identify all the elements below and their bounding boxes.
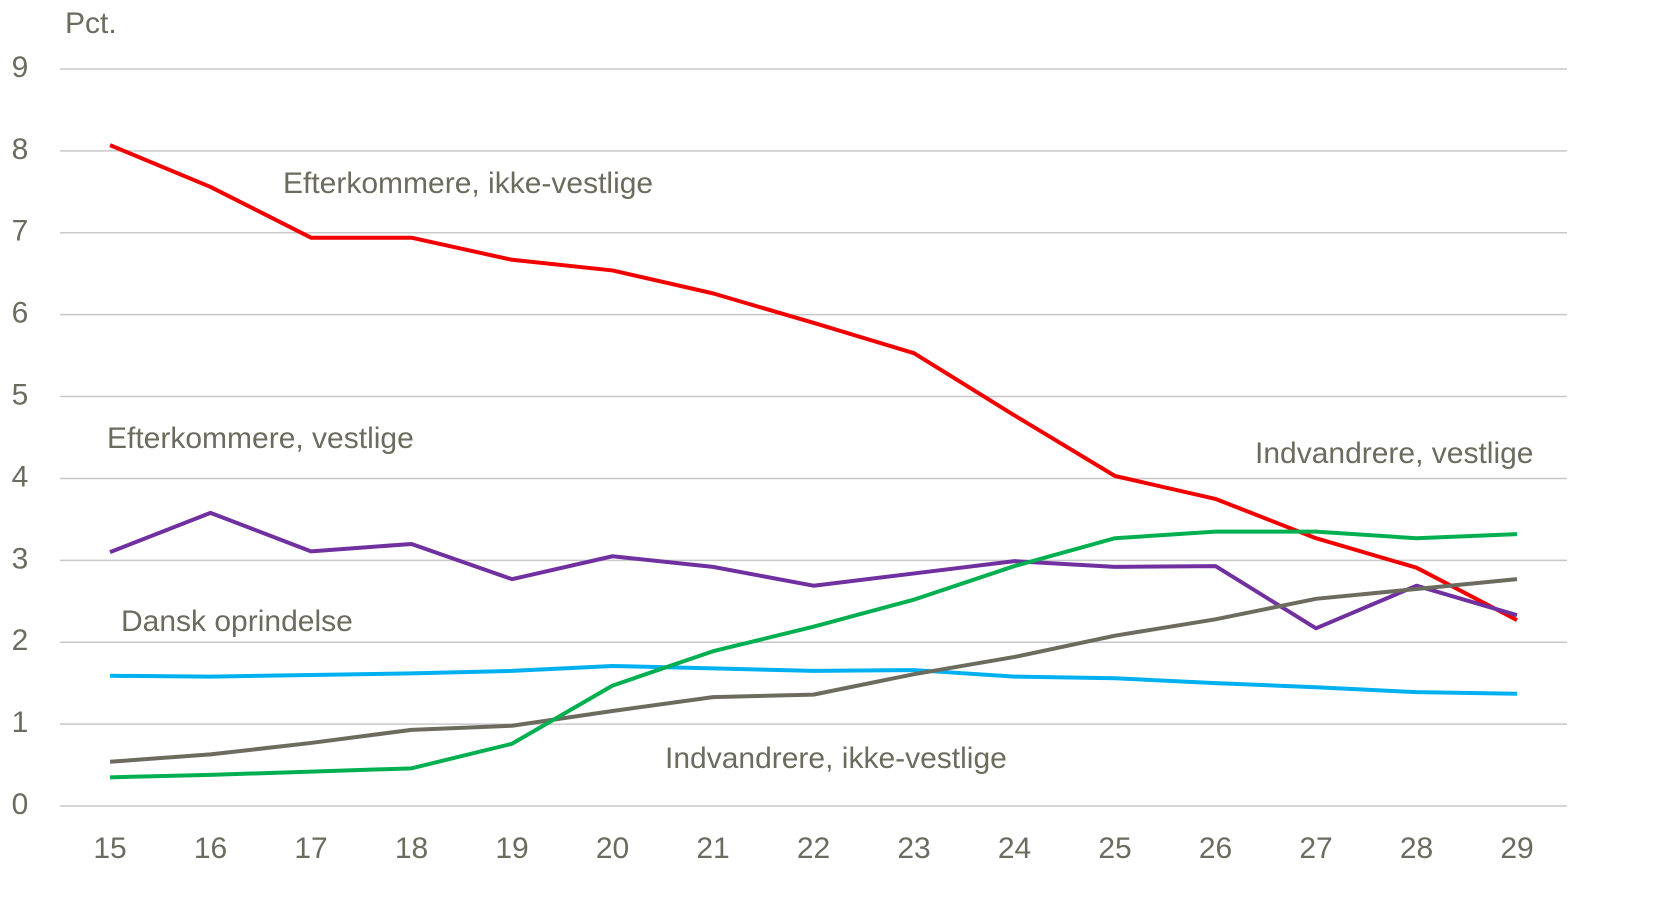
series-line — [109, 663, 1518, 696]
x-tick-label: 25 — [1098, 832, 1131, 865]
series-line — [109, 143, 1518, 622]
x-tick-label: 21 — [696, 832, 729, 865]
y-tick-label: 9 — [12, 51, 29, 84]
x-tick-label: 29 — [1500, 832, 1533, 865]
y-axis-label: Pct. — [65, 7, 117, 40]
x-tick-label: 18 — [395, 832, 428, 865]
series-line — [109, 529, 1518, 780]
y-tick-label: 4 — [12, 460, 29, 493]
y-tick-label: 7 — [12, 215, 29, 248]
series-label: Indvandrere, ikke-vestlige — [665, 742, 1007, 775]
y-tick-label: 0 — [12, 788, 29, 821]
x-tick-label: 17 — [294, 832, 327, 865]
x-tick-label: 23 — [897, 832, 930, 865]
x-tick-label: 28 — [1400, 832, 1433, 865]
y-tick-label: 3 — [12, 542, 29, 575]
series-label: Dansk oprindelse — [121, 605, 353, 638]
x-tick-label: 20 — [596, 832, 629, 865]
series-line — [109, 577, 1518, 764]
x-tick-label: 16 — [194, 832, 227, 865]
x-tick-label: 24 — [998, 832, 1031, 865]
x-tick-label: 15 — [93, 832, 126, 865]
series-label: Indvandrere, vestlige — [1255, 437, 1534, 470]
y-tick-label: 2 — [12, 624, 29, 657]
y-tick-label: 6 — [12, 297, 29, 330]
y-tick-label: 1 — [12, 706, 29, 739]
x-tick-label: 22 — [797, 832, 830, 865]
series-label: Efterkommere, vestlige — [107, 422, 414, 455]
x-tick-label: 19 — [495, 832, 528, 865]
y-tick-label: 8 — [12, 133, 29, 166]
x-tick-label: 26 — [1199, 832, 1232, 865]
x-tick-label: 27 — [1299, 832, 1332, 865]
series-label: Efterkommere, ikke-vestlige — [283, 167, 653, 200]
y-tick-label: 5 — [12, 378, 29, 411]
